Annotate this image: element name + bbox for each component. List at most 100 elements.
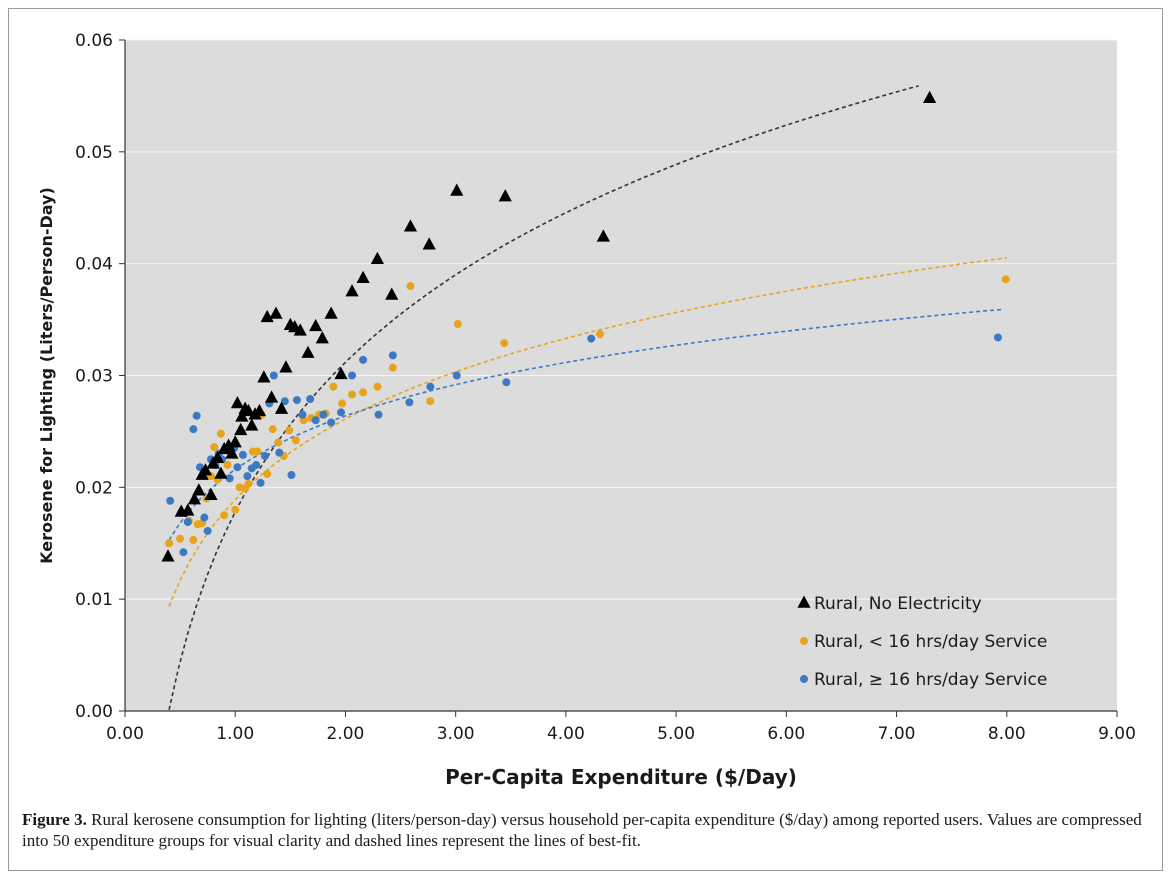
data-point-circle	[348, 371, 357, 380]
data-point-circle	[189, 535, 198, 544]
trend-line	[168, 85, 919, 710]
data-point-circle	[359, 355, 368, 364]
y-axis-title: Kerosene for Lighting (Liters/Person-Day…	[37, 187, 56, 564]
data-point-circle	[373, 382, 382, 391]
data-point-circle	[244, 479, 253, 488]
data-point-triangle	[385, 287, 399, 300]
data-point-circle	[243, 472, 252, 481]
x-tick-label: 4.00	[547, 724, 585, 744]
data-point-triangle	[161, 549, 175, 562]
data-point-circle	[275, 448, 284, 457]
data-point-triangle	[370, 251, 385, 264]
legend-marker-circle	[800, 675, 808, 683]
y-tick-label: 0.04	[75, 255, 113, 275]
data-point-triangle	[252, 403, 267, 417]
data-point-circle	[388, 363, 397, 372]
data-point-triangle	[192, 483, 206, 496]
data-point-circle	[166, 496, 175, 505]
data-point-circle	[452, 371, 461, 380]
data-point-triangle	[422, 237, 436, 250]
caption-text: Rural kerosene consumption for lighting …	[22, 810, 1142, 850]
y-tick-label: 0.01	[75, 590, 113, 610]
data-point-circle	[311, 416, 320, 425]
data-point-triangle	[198, 463, 213, 476]
data-point-triangle	[269, 306, 283, 319]
data-point-triangle	[279, 360, 293, 373]
data-point-circle	[216, 429, 225, 438]
data-point-triangle	[260, 309, 274, 323]
data-point-circle	[359, 388, 368, 397]
data-point-circle	[291, 436, 300, 445]
data-point-circle	[280, 397, 289, 406]
data-point-triangle	[234, 422, 248, 436]
data-point-triangle	[293, 323, 307, 336]
data-point-triangle	[204, 487, 218, 500]
data-point-circle	[298, 410, 307, 419]
data-point-circle	[238, 450, 247, 459]
x-tick-label: 6.00	[767, 724, 805, 744]
data-point-triangle	[324, 306, 338, 319]
data-point-circle	[256, 478, 265, 487]
data-point-triangle	[309, 318, 323, 332]
data-point-circle	[405, 398, 414, 407]
data-point-circle	[388, 351, 397, 360]
data-point-circle	[596, 330, 605, 339]
data-point-circle	[285, 426, 294, 435]
data-point-circle	[192, 411, 201, 420]
x-tick-label: 5.00	[657, 724, 695, 744]
data-point-triangle	[498, 189, 512, 202]
data-point-circle	[268, 425, 277, 434]
data-point-triangle	[301, 345, 315, 358]
data-point-triangle	[356, 270, 370, 284]
data-point-triangle	[315, 331, 329, 344]
data-point-circle	[453, 320, 462, 329]
data-point-circle	[223, 460, 232, 469]
data-point-circle	[329, 382, 338, 391]
data-point-circle	[203, 526, 212, 535]
data-point-triangle	[210, 450, 225, 464]
data-point-triangle	[450, 183, 464, 196]
x-tick-label: 8.00	[988, 724, 1026, 744]
data-point-circle	[233, 463, 242, 472]
data-point-triangle	[187, 492, 202, 505]
x-tick-label: 9.00	[1098, 724, 1136, 744]
data-point-circle	[210, 443, 219, 452]
data-point-circle	[338, 399, 347, 408]
data-point-circle	[179, 548, 188, 557]
caption-label: Figure 3.	[22, 810, 87, 829]
data-point-triangle	[230, 396, 245, 409]
data-point-circle	[252, 460, 261, 469]
data-point-triangle	[403, 219, 418, 232]
data-point-triangle	[274, 401, 289, 414]
data-point-circle	[993, 333, 1002, 342]
data-point-triangle	[334, 366, 348, 380]
x-tick-label: 1.00	[216, 724, 254, 744]
data-point-circle	[269, 371, 278, 380]
data-point-triangle	[245, 418, 259, 431]
data-point-circle	[337, 408, 346, 417]
x-tick-label: 7.00	[878, 724, 916, 744]
data-point-circle	[253, 447, 262, 456]
y-tick-label: 0.00	[75, 702, 113, 722]
data-point-triangle	[264, 390, 279, 403]
data-point-circle	[220, 511, 229, 520]
y-tick-label: 0.03	[75, 367, 113, 387]
trend-lines	[168, 85, 1007, 710]
data-point-circle	[374, 410, 383, 419]
data-point-circle	[287, 471, 296, 480]
x-tick-label: 2.00	[327, 724, 365, 744]
data-point-triangle	[345, 284, 359, 297]
data-points	[161, 90, 1010, 562]
axes: 0.00 0.01 0.02 0.03 0.04 0.05 0.06 0.00 1.00 2.00…	[75, 31, 1136, 744]
data-point-circle	[189, 425, 198, 434]
data-point-triangle	[257, 370, 271, 383]
legend-label: Rural, No Electricity	[814, 594, 982, 614]
data-point-triangle	[228, 435, 242, 448]
figure-frame	[8, 8, 1163, 871]
data-point-circle	[426, 382, 435, 391]
data-point-triangle	[241, 403, 256, 417]
legend-label: Rural, ≥ 16 hrs/day Service	[814, 670, 1047, 690]
data-point-circle	[406, 282, 415, 291]
figure-caption: Figure 3. Rural kerosene consumption for…	[22, 809, 1142, 851]
kerosene-scatter-chart: 0.00 0.01 0.02 0.03 0.04 0.05 0.06 0.00 1.00 2.00…	[37, 31, 1136, 789]
